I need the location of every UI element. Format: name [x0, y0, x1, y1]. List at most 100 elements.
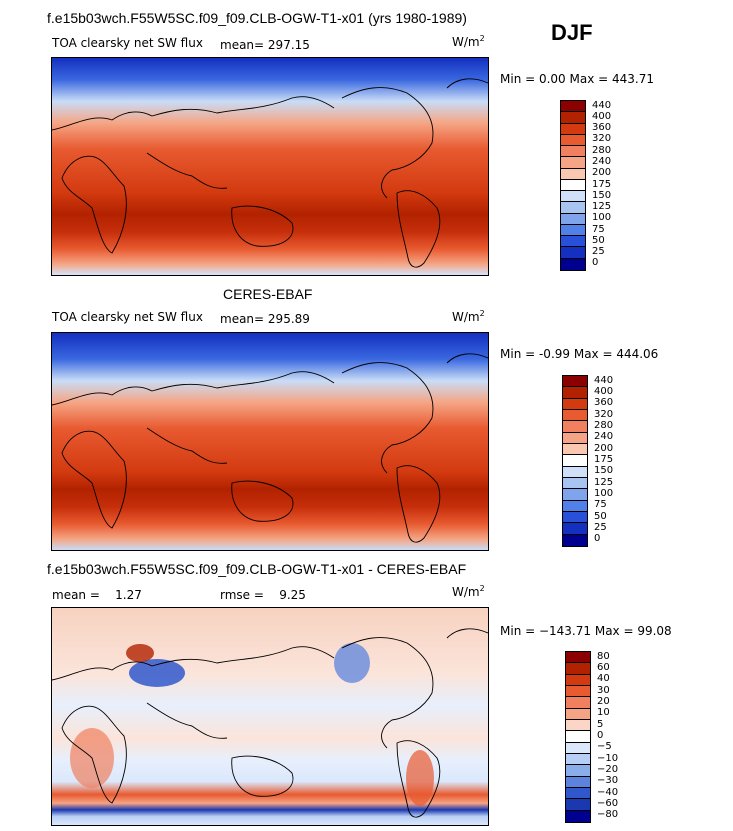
panel3-title: f.e15b03wch.F55W5SC.f09_f09.CLB-OGW-T1-x…: [47, 561, 467, 577]
colorbar-segment: [563, 409, 587, 422]
colorbar-segment: [561, 236, 585, 248]
colorbar-segment: [566, 697, 590, 709]
panel3-mean: mean = 1.27: [52, 588, 142, 602]
colorbar-label: 175: [594, 454, 614, 465]
colorbar-segment: [566, 753, 590, 766]
colorbar-segment: [561, 168, 585, 180]
colorbar-segment: [563, 500, 587, 512]
colorbar-segment: [566, 708, 590, 720]
colorbar-segment: [566, 719, 590, 732]
colorbar-label: 50: [592, 234, 605, 246]
colorbar-segment: [563, 466, 587, 478]
colorbar-segment: [566, 685, 590, 698]
colorbar-label: 0: [597, 730, 604, 741]
colorbar-label: −5: [597, 741, 612, 753]
colorbar-label: 240: [592, 155, 612, 167]
colorbar-segment: [566, 731, 590, 743]
season-label: DJF: [551, 20, 593, 45]
panel3-colorbar: [565, 651, 591, 823]
panel2-title: CERES-EBAF: [223, 286, 313, 302]
colorbar-label: −80: [597, 809, 619, 821]
panel2-units: W/m2: [452, 309, 485, 324]
colorbar-segment: [561, 112, 585, 124]
colorbar-label: 440: [592, 99, 612, 111]
panel1-mean: mean= 297.15: [220, 38, 310, 52]
panel2-mean: mean= 295.89: [220, 312, 310, 326]
colorbar-label: 150: [592, 189, 612, 201]
colorbar-segment: [566, 652, 590, 664]
colorbar-label: 20: [597, 696, 610, 707]
colorbar-label: 60: [597, 662, 610, 673]
panel1-colorbar: [560, 100, 586, 271]
colorbar-label: 320: [594, 408, 614, 420]
colorbar-label: 440: [594, 374, 614, 386]
colorbar-label: 10: [597, 707, 610, 719]
colorbar-segment: [563, 376, 587, 388]
colorbar-segment: [561, 101, 585, 113]
colorbar-segment: [566, 663, 590, 675]
colorbar-label: 75: [594, 499, 607, 511]
colorbar-label: 240: [594, 431, 614, 443]
colorbar-label: 150: [594, 465, 614, 477]
colorbar-label: 5: [597, 718, 604, 730]
colorbar-label: 75: [592, 223, 605, 235]
panel3-rmse: rmse = 9.25: [220, 588, 306, 602]
colorbar-label: 125: [592, 201, 612, 213]
colorbar-segment: [563, 511, 587, 524]
colorbar-label: 80: [597, 650, 610, 662]
colorbar-label: 0: [594, 533, 601, 545]
panel3-units: W/m2: [452, 584, 485, 599]
colorbar-label: 0: [592, 257, 599, 269]
colorbar-segment: [561, 224, 585, 237]
colorbar-label: 125: [594, 476, 614, 488]
colorbar-segment: [563, 432, 587, 444]
colorbar-label: −30: [597, 775, 619, 787]
colorbar-segment: [561, 146, 585, 158]
colorbar-label: −10: [597, 752, 619, 764]
panel2-colorbar: [562, 375, 588, 547]
colorbar-segment: [566, 742, 590, 754]
panel2-subtitle: TOA clearsky net SW flux: [52, 310, 203, 324]
colorbar-segment: [566, 799, 590, 811]
colorbar-label: 50: [594, 510, 607, 522]
panel3-minmax: Min = −143.71 Max = 99.08: [500, 624, 672, 638]
panel3-map-field: [52, 608, 488, 825]
colorbar-segment: [566, 765, 590, 777]
colorbar-segment: [561, 134, 585, 147]
colorbar-label: −60: [597, 798, 619, 809]
colorbar-segment: [561, 258, 585, 270]
colorbar-label: −40: [597, 786, 619, 798]
colorbar-label: −20: [597, 764, 619, 775]
colorbar-label: 100: [592, 212, 612, 224]
panel2-map-field: [52, 333, 488, 550]
colorbar-segment: [566, 787, 590, 800]
colorbar-label: 360: [592, 122, 612, 134]
colorbar-segment: [566, 674, 590, 686]
colorbar-segment: [563, 534, 587, 546]
colorbar-label: 200: [594, 442, 614, 454]
colorbar-label: 360: [594, 397, 614, 409]
colorbar-segment: [566, 776, 590, 788]
colorbar-label: 100: [594, 488, 614, 499]
colorbar-segment: [561, 191, 585, 203]
colorbar-label: 175: [592, 178, 612, 190]
colorbar-segment: [563, 421, 587, 433]
colorbar-segment: [563, 455, 587, 467]
colorbar-segment: [561, 157, 585, 169]
colorbar-segment: [563, 523, 587, 535]
colorbar-segment: [563, 398, 587, 410]
panel1-units: W/m2: [452, 34, 485, 49]
colorbar-label: 280: [592, 144, 612, 156]
colorbar-segment: [566, 810, 590, 822]
colorbar-segment: [561, 123, 585, 135]
colorbar-segment: [563, 443, 587, 456]
panel1-minmax: Min = 0.00 Max = 443.71: [500, 72, 654, 86]
panel1-map: [51, 57, 489, 276]
colorbar-segment: [563, 387, 587, 399]
panel2-minmax: Min = -0.99 Max = 444.06: [500, 347, 659, 361]
colorbar-label: 400: [594, 386, 614, 397]
colorbar-segment: [563, 489, 587, 501]
panel2-map: [51, 332, 489, 551]
colorbar-label: 30: [597, 684, 610, 696]
colorbar-segment: [561, 202, 585, 214]
